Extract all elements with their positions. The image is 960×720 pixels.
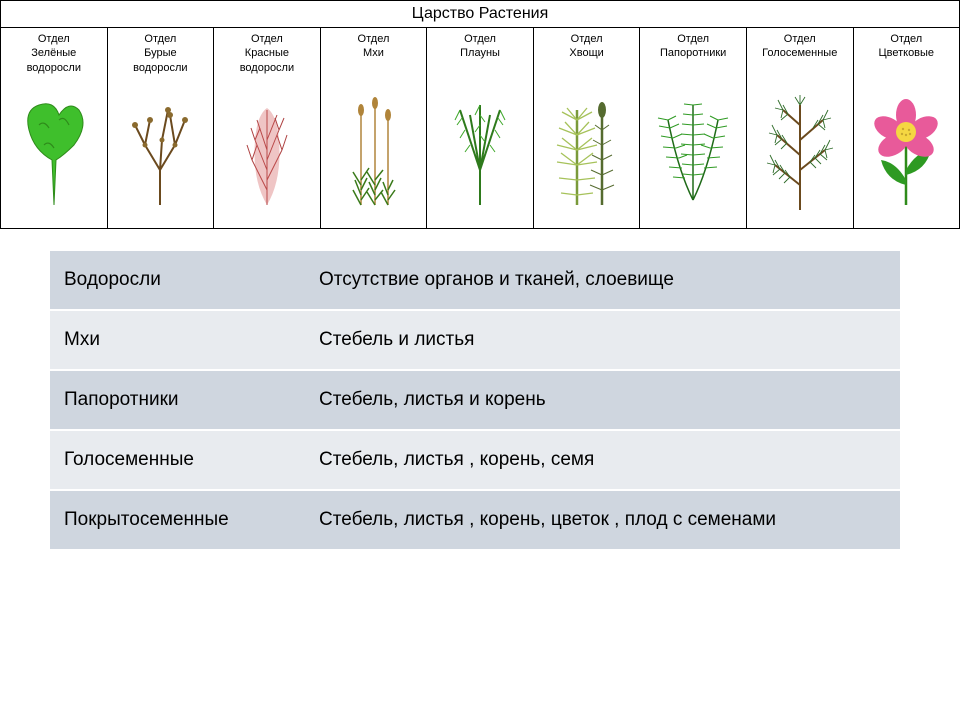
plant-icon bbox=[536, 80, 638, 220]
plant-icon bbox=[216, 81, 318, 220]
division-red-algae: Отдел Красные водоросли bbox=[214, 28, 321, 228]
txt: Папоротники bbox=[660, 47, 726, 59]
plant-icon bbox=[3, 81, 105, 220]
group-cell: Голосеменные bbox=[50, 430, 305, 490]
table-row: Водоросли Отсутствие органов и тканей, с… bbox=[50, 250, 900, 310]
division-label: Отдел Бурые водоросли bbox=[133, 32, 187, 75]
group-cell: Мхи bbox=[50, 310, 305, 370]
txt: Плауны bbox=[460, 47, 500, 59]
division-green-algae: Отдел Зелёные водоросли bbox=[1, 28, 108, 228]
txt: Отдел bbox=[464, 33, 496, 45]
group-cell: Папоротники bbox=[50, 370, 305, 430]
division-horsetail: Отдел Хвощи bbox=[534, 28, 641, 228]
feature-cell: Стебель, листья , корень, семя bbox=[305, 430, 900, 490]
division-label: Отдел Мхи bbox=[358, 32, 390, 74]
txt: Зелёные bbox=[31, 47, 76, 59]
plant-icon bbox=[110, 81, 212, 220]
feature-cell: Стебель и листья bbox=[305, 310, 900, 370]
table-row: Покрытосеменные Стебель, листья , корень… bbox=[50, 490, 900, 549]
division-label: Отдел Плауны bbox=[460, 32, 500, 74]
txt: Отдел bbox=[144, 33, 176, 45]
kingdom-title: Царство Растения bbox=[0, 0, 960, 28]
txt: Голосеменные bbox=[762, 47, 837, 59]
txt: Отдел bbox=[571, 33, 603, 45]
plant-icon bbox=[323, 80, 425, 220]
txt: Мхи bbox=[363, 47, 384, 59]
feature-cell: Стебель, листья и корень bbox=[305, 370, 900, 430]
plant-icon bbox=[749, 80, 851, 220]
feature-cell: Стебель, листья , корень, цветок , плод … bbox=[305, 490, 900, 549]
table-row: Папоротники Стебель, листья и корень bbox=[50, 370, 900, 430]
division-label: Отдел Зелёные водоросли bbox=[27, 32, 81, 75]
division-label: Отдел Хвощи bbox=[569, 32, 603, 74]
table-row: Голосеменные Стебель, листья , корень, с… bbox=[50, 430, 900, 490]
plant-icon bbox=[429, 80, 531, 220]
division-label: Отдел Цветковые bbox=[878, 32, 934, 74]
division-gymnosperm: Отдел Голосеменные bbox=[747, 28, 854, 228]
features-table: Водоросли Отсутствие органов и тканей, с… bbox=[50, 249, 900, 549]
division-fern: Отдел Папоротники bbox=[640, 28, 747, 228]
division-label: Отдел Папоротники bbox=[660, 32, 726, 74]
txt: Хвощи bbox=[569, 47, 603, 59]
division-label: Отдел Красные водоросли bbox=[240, 32, 294, 75]
group-cell: Покрытосеменные bbox=[50, 490, 305, 549]
txt: Отдел bbox=[784, 33, 816, 45]
txt: Красные bbox=[245, 47, 289, 59]
division-moss: Отдел Мхи bbox=[321, 28, 428, 228]
txt: водоросли bbox=[240, 62, 294, 74]
division-flowering: Отдел Цветковые bbox=[854, 28, 960, 228]
txt: Цветковые bbox=[878, 47, 934, 59]
table-row: Мхи Стебель и листья bbox=[50, 310, 900, 370]
txt: Отдел bbox=[38, 33, 70, 45]
txt: Отдел bbox=[358, 33, 390, 45]
txt: Бурые bbox=[144, 47, 177, 59]
txt: Отдел bbox=[890, 33, 922, 45]
divisions-row: Отдел Зелёные водоросли Отдел Бурые водо… bbox=[0, 28, 960, 229]
plant-icon bbox=[642, 80, 744, 220]
txt: Отдел bbox=[251, 33, 283, 45]
division-lycopod: Отдел Плауны bbox=[427, 28, 534, 228]
division-label: Отдел Голосеменные bbox=[762, 32, 837, 74]
txt: водоросли bbox=[27, 62, 81, 74]
txt: водоросли bbox=[133, 62, 187, 74]
feature-cell: Отсутствие органов и тканей, слоевище bbox=[305, 250, 900, 310]
division-brown-algae: Отдел Бурые водоросли bbox=[108, 28, 215, 228]
group-cell: Водоросли bbox=[50, 250, 305, 310]
txt: Отдел bbox=[677, 33, 709, 45]
plant-icon bbox=[856, 80, 958, 220]
